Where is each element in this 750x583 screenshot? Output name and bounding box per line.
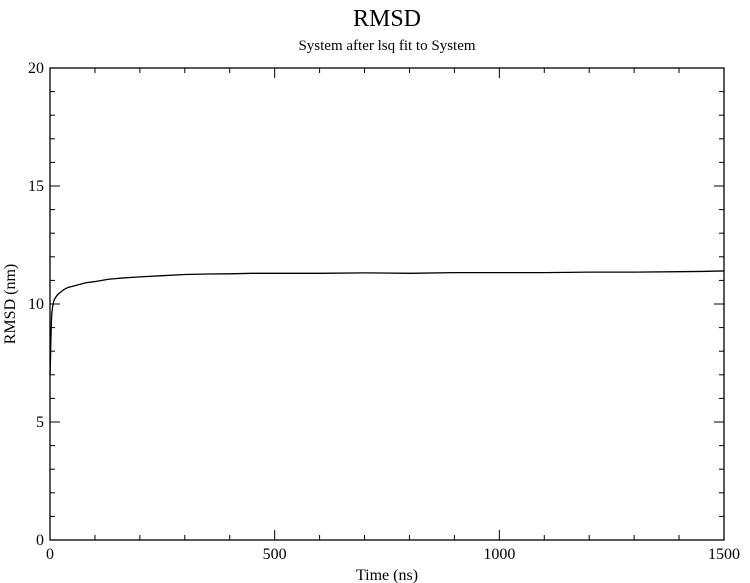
axis-tick-labels: 0 500 1000 1500 0 5 10 15 20 [28, 60, 740, 563]
chart-subtitle: System after lsq fit to System [298, 38, 475, 54]
y-tick-label: 10 [28, 296, 44, 313]
x-tick-label: 0 [46, 546, 54, 563]
y-tick-label: 5 [36, 414, 44, 431]
y-tick-label: 0 [36, 532, 44, 549]
rmsd-series-line [49, 270, 725, 375]
axis-ticks [49, 67, 725, 541]
y-axis-label: RMSD (nm) [2, 264, 19, 344]
plot-frame [49, 67, 725, 541]
x-tick-label: 500 [263, 546, 287, 563]
y-tick-label: 15 [28, 178, 44, 195]
x-tick-label: 1500 [708, 546, 740, 563]
chart-title: RMSD [353, 6, 421, 32]
y-tick-label: 20 [28, 60, 44, 77]
x-axis-label: Time (ns) [356, 567, 418, 583]
x-tick-label: 1000 [483, 546, 515, 563]
